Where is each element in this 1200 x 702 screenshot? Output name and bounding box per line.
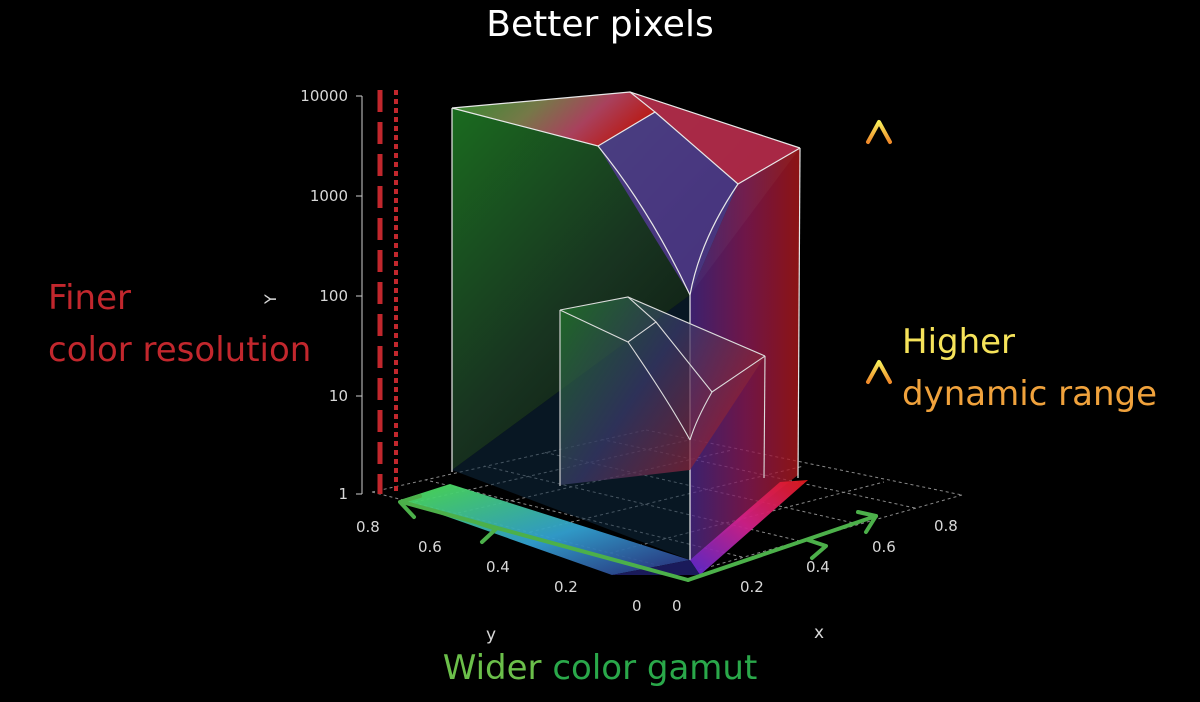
y-tick-0.8: 0.8 [356,518,380,536]
tick-100: 100 [319,287,348,305]
y-tick-0.6: 0.6 [418,538,442,556]
vertical-axis-label: Y [261,294,280,305]
x-tick-0.4: 0.4 [806,558,830,576]
y-tick-0.4: 0.4 [486,558,510,576]
tick-1000: 1000 [310,187,348,205]
x-tick-0.8: 0.8 [934,517,958,535]
page-title: Better pixels [486,4,714,45]
finer-label: Finer [48,278,131,318]
gamut-label: Wider color gamut [0,648,1200,688]
x-tick-0.6: 0.6 [872,538,896,556]
small-color-volume [559,296,766,486]
color-gamut-label: color gamut [552,648,758,688]
x-tick-0.2: 0.2 [740,578,764,596]
wider-label: Wider [442,648,542,688]
resolution-bars [377,90,398,494]
dynamic-range-label: dynamic range [902,374,1158,414]
tick-10: 10 [329,387,348,405]
dynamic-range-arrow [866,120,892,518]
x-axis-label: x [814,623,824,643]
tick-1: 1 [338,485,348,503]
gamut-floor [400,480,808,575]
x-tick-0: 0 [672,597,682,615]
gamut-arrows [398,494,878,582]
y-tick-labels: 0.8 0.6 0.4 0.2 0 [356,518,642,615]
x-tick-labels: 0 0.2 0.4 0.6 0.8 [672,517,958,615]
y-tick-0.2: 0.2 [554,578,578,596]
vertical-tick-labels: 10000 1000 100 10 1 [300,87,348,503]
y-axis-label: y [486,625,496,645]
color-resolution-label: color resolution [48,330,312,370]
vertical-axis [356,95,363,495]
tick-10000: 10000 [300,87,348,105]
higher-label: Higher [902,322,1016,362]
y-tick-0: 0 [632,597,642,615]
